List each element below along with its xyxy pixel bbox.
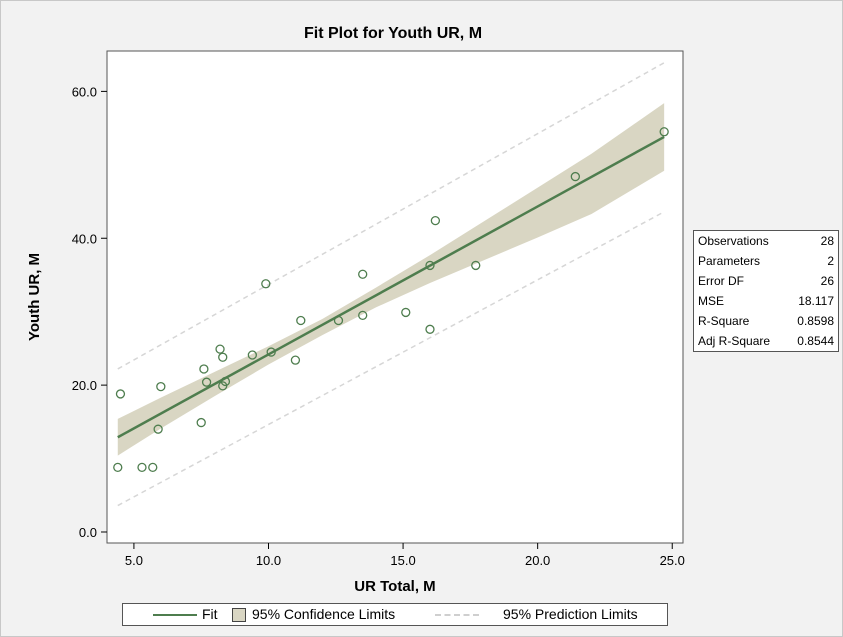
prediction-limit-lower xyxy=(117,211,665,507)
data-point xyxy=(430,215,441,226)
fit-stat-row: MSE 18.117 xyxy=(694,291,839,311)
data-point xyxy=(156,381,166,392)
data-point xyxy=(137,462,147,473)
fit-stat-row: R-Square 0.8598 xyxy=(694,311,839,331)
data-point xyxy=(199,364,209,374)
prediction-limits-layer xyxy=(117,62,665,507)
data-point xyxy=(201,377,212,387)
data-point xyxy=(425,260,435,271)
legend: Fit 95% Confidence Limits 95% Prediction… xyxy=(122,603,668,626)
x-axis: 5.0 10.0 15.0 20.0 25.0 xyxy=(125,543,685,568)
data-point xyxy=(153,424,163,434)
x-axis-label: UR Total, M xyxy=(354,578,435,595)
data-point xyxy=(266,347,276,357)
data-point xyxy=(659,127,669,137)
data-point xyxy=(425,324,435,334)
fit-stat-row: Error DF 26 xyxy=(694,271,839,291)
fit-statistics-table: Observations 28 Parameters 2 Error DF 26 MSE 18… xyxy=(693,230,839,352)
legend-confidence-swatch xyxy=(232,608,246,622)
data-point xyxy=(570,171,580,182)
x-tick-label: 15.0 xyxy=(390,553,415,568)
fit-stat-value: 2 xyxy=(827,254,834,268)
fit-stat-row: Observations 28 xyxy=(694,231,839,252)
data-point xyxy=(220,376,231,387)
fit-stat-row: Adj R-Square 0.8544 xyxy=(694,331,839,352)
y-axis-label: Youth UR, M xyxy=(26,253,43,341)
fit-stat-value: 0.8544 xyxy=(797,334,834,348)
data-point xyxy=(148,462,158,473)
data-point xyxy=(196,417,206,428)
data-point xyxy=(261,279,271,289)
x-tick-label: 5.0 xyxy=(125,553,143,568)
confidence-band-layer xyxy=(117,103,665,456)
legend-prediction-label: 95% Prediction Limits xyxy=(503,606,638,622)
legend-prediction-swatch xyxy=(435,614,479,616)
fit-stat-label: Error DF xyxy=(698,274,744,288)
chart-title: Fit Plot for Youth UR, M xyxy=(304,25,482,42)
data-point xyxy=(218,352,228,362)
fit-stat-value: 26 xyxy=(820,274,834,288)
x-tick-label: 20.0 xyxy=(525,553,550,568)
fit-plot-chart: Fit Plot for Youth UR, M 5.0 10.0 15.0 20.0… xyxy=(26,25,685,595)
fit-line xyxy=(117,135,665,439)
data-point xyxy=(215,344,225,354)
fit-stat-value: 0.8598 xyxy=(797,314,834,328)
data-point xyxy=(401,307,411,318)
y-tick-label: 60.0 xyxy=(72,84,97,99)
data-point xyxy=(113,462,123,473)
fit-stat-row: Parameters 2 xyxy=(694,251,839,271)
data-point xyxy=(333,315,344,326)
data-point xyxy=(358,269,368,279)
legend-fit-label: Fit xyxy=(202,606,218,622)
data-point xyxy=(115,389,126,399)
fit-stat-label: Adj R-Square xyxy=(698,334,771,348)
fit-line-layer xyxy=(117,135,665,439)
fit-stat-value: 18.117 xyxy=(798,294,834,308)
y-axis: 0.0 20.0 40.0 60.0 xyxy=(72,84,107,540)
data-point xyxy=(471,260,481,271)
y-tick-label: 20.0 xyxy=(72,378,97,393)
data-point xyxy=(296,315,306,326)
y-tick-label: 40.0 xyxy=(72,231,97,246)
fit-stat-label: Parameters xyxy=(698,254,761,268)
confidence-band xyxy=(117,103,665,456)
fit-stat-value: 28 xyxy=(820,234,834,248)
data-point xyxy=(247,350,257,360)
legend-confidence-label: 95% Confidence Limits xyxy=(252,606,396,622)
fit-stat-label: MSE xyxy=(698,294,725,308)
fit-stat-label: Observations xyxy=(698,234,769,248)
data-point xyxy=(290,355,301,365)
x-tick-label: 10.0 xyxy=(256,553,281,568)
data-point xyxy=(358,310,368,321)
x-tick-label: 25.0 xyxy=(660,553,685,568)
data-points-layer xyxy=(113,127,669,473)
legend-fit-swatch xyxy=(153,614,197,616)
y-tick-label: 0.0 xyxy=(79,525,97,540)
fit-stat-label: R-Square xyxy=(698,314,750,328)
